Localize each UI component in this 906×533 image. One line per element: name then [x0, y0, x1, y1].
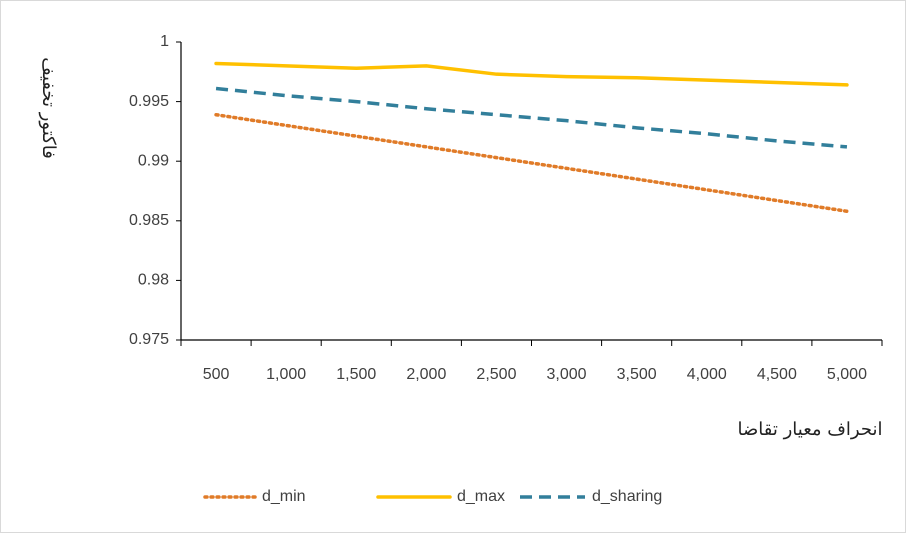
- x-tick-label: 3,500: [617, 366, 657, 383]
- x-tick-label: 3,000: [547, 366, 587, 383]
- legend-label: d_max: [457, 488, 505, 505]
- data-line: [214, 112, 849, 214]
- x-tick-label: 500: [203, 366, 230, 383]
- x-tick-label: 4,000: [687, 366, 727, 383]
- y-tick-label: 0.995: [129, 93, 169, 110]
- data-line: [215, 86, 848, 149]
- y-axis-title: فاکتور تخفیف: [38, 57, 59, 159]
- y-tick-label: 0.985: [129, 212, 169, 229]
- legend-label: d_sharing: [592, 488, 662, 505]
- data-line: [214, 61, 849, 87]
- y-tick-label: 0.975: [129, 331, 169, 348]
- x-tick-label: 2,000: [406, 366, 446, 383]
- y-tick-label: 0.98: [138, 272, 169, 289]
- x-tick-label: 4,500: [757, 366, 797, 383]
- x-tick-label: 5,000: [827, 366, 867, 383]
- x-axis-title: انحراف معیار تقاضا: [738, 419, 883, 440]
- x-tick-label: 1,500: [336, 366, 376, 383]
- y-tick-label: 0.99: [138, 152, 169, 169]
- x-tick-label: 2,500: [476, 366, 516, 383]
- legend-label: d_min: [262, 488, 306, 505]
- x-tick-label: 1,000: [266, 366, 306, 383]
- y-tick-label: 1: [160, 33, 169, 50]
